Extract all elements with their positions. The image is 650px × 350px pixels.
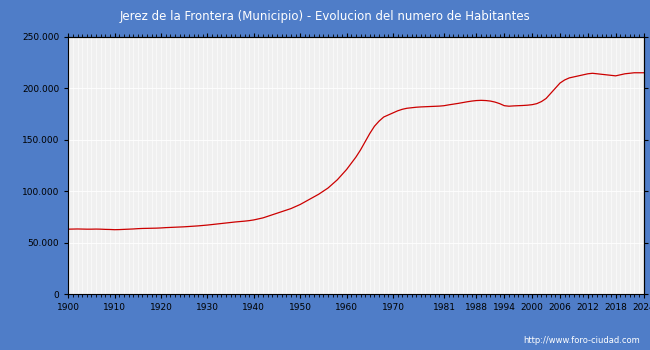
Text: Jerez de la Frontera (Municipio) - Evolucion del numero de Habitantes: Jerez de la Frontera (Municipio) - Evolu… bbox=[120, 10, 530, 23]
Text: http://www.foro-ciudad.com: http://www.foro-ciudad.com bbox=[523, 336, 640, 345]
